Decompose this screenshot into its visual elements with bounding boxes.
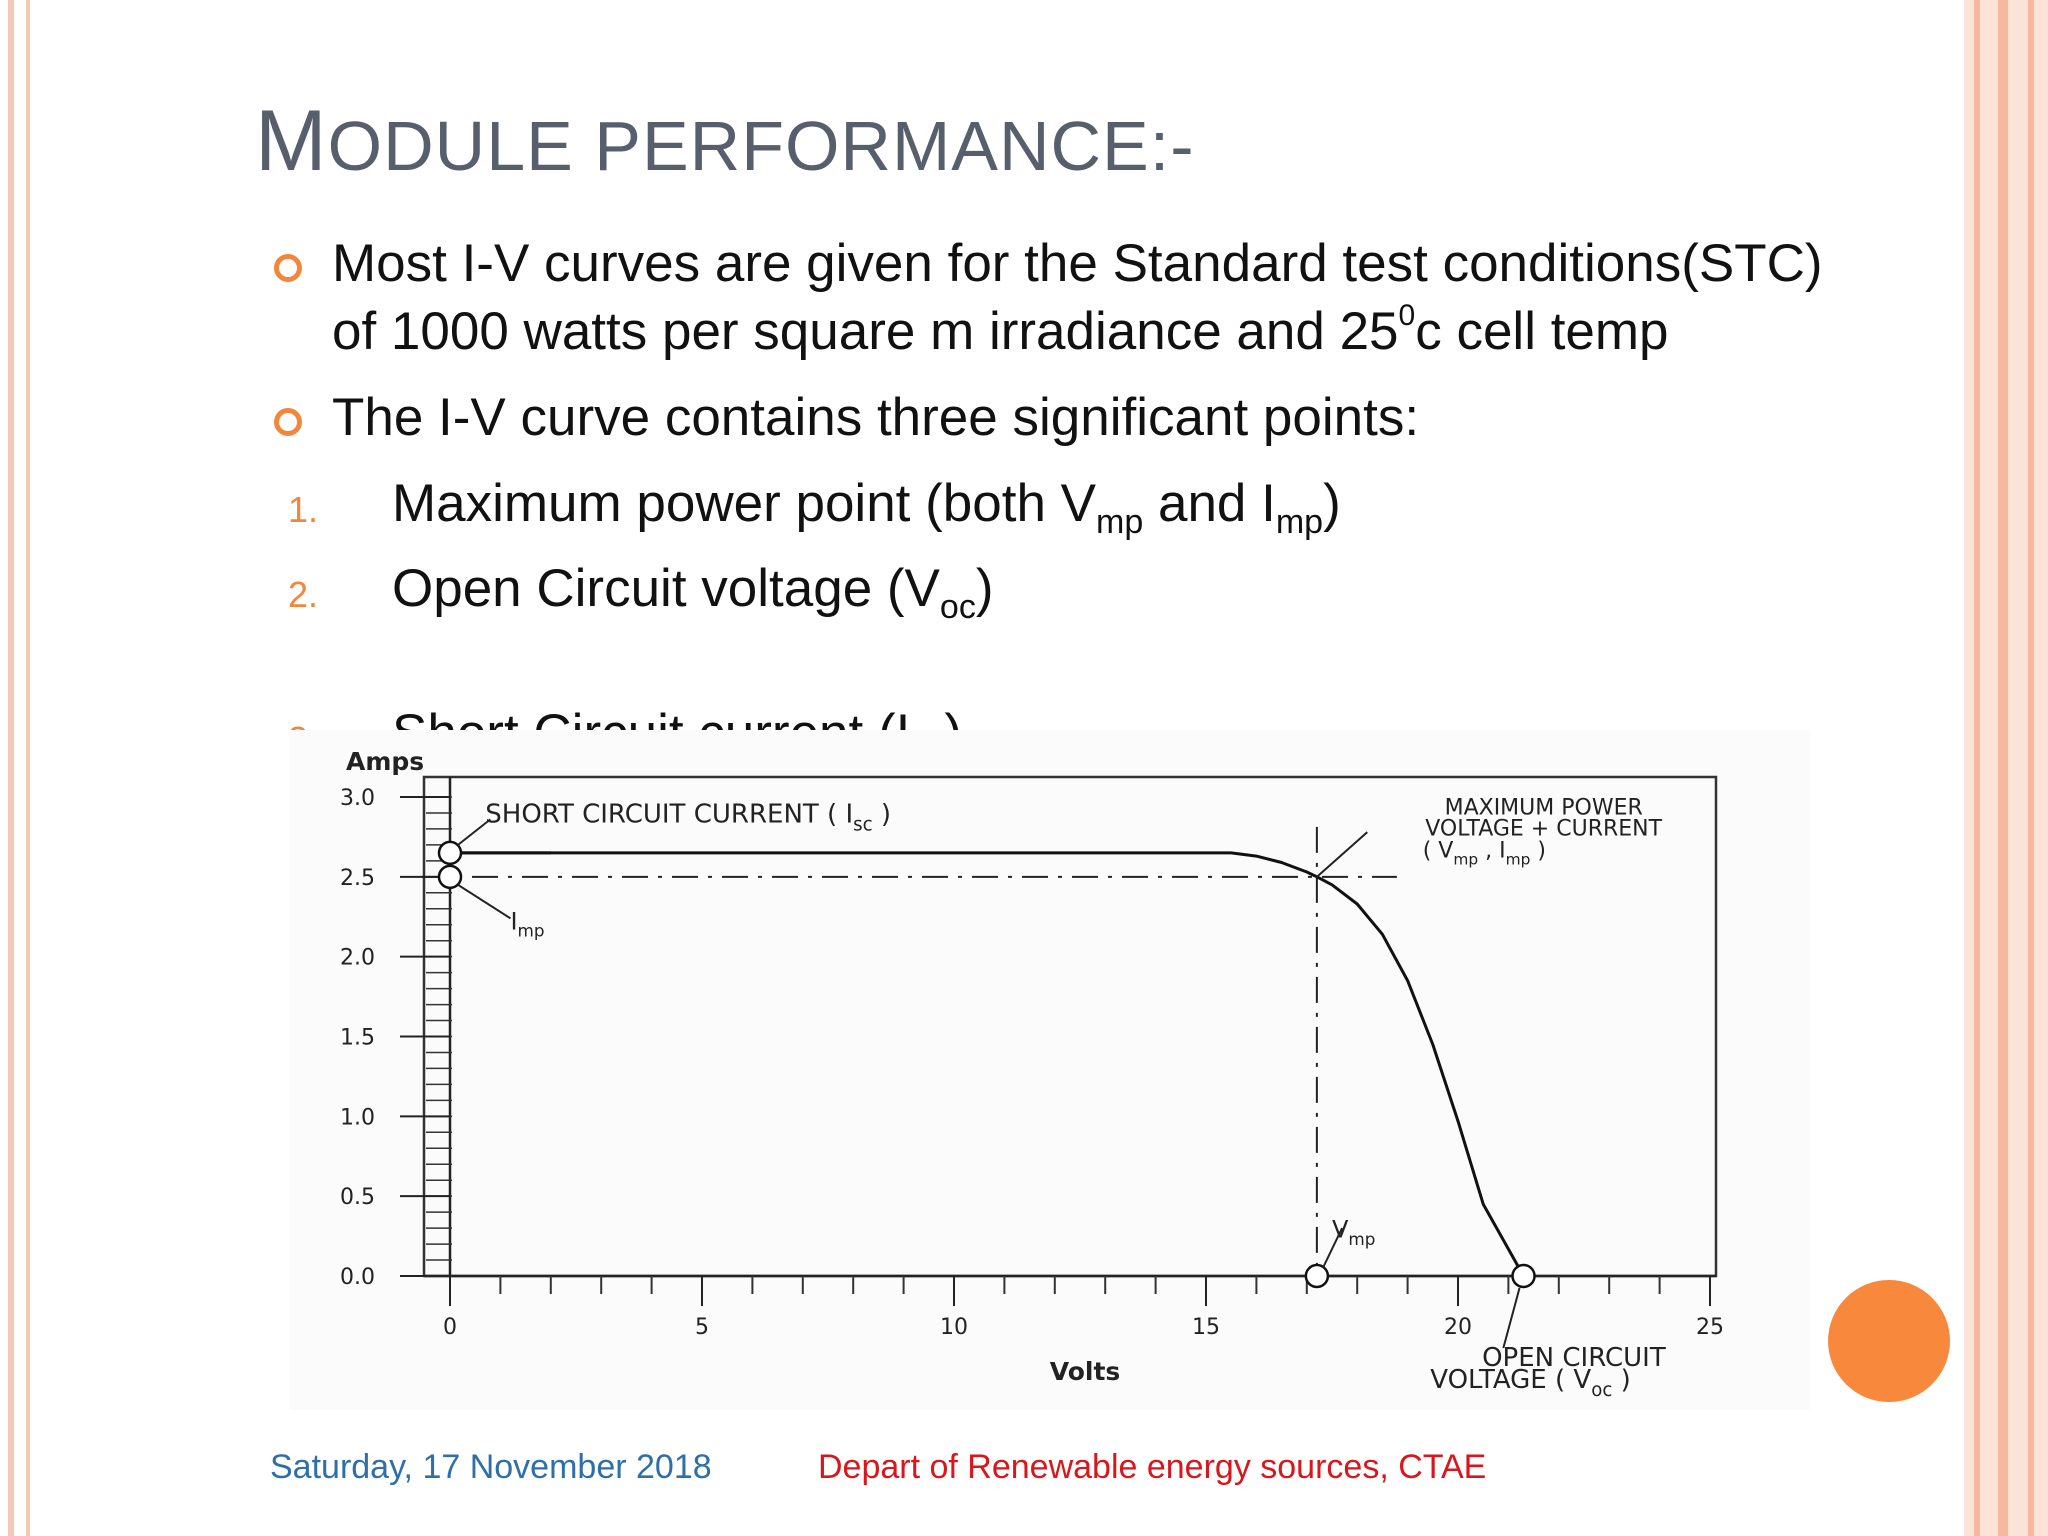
x-tick-label: 5 — [695, 1315, 709, 1340]
y-tick-label: 1.5 — [340, 1026, 375, 1051]
x-tick-label: 25 — [1696, 1315, 1724, 1340]
mpp-annotation-line3: ( Vmp , Imp ) — [1423, 839, 1546, 869]
iv-curve-line — [450, 851, 1525, 1277]
slide-title: MODULE PERFORMANCE:- — [255, 93, 1195, 189]
imp-marker — [437, 864, 463, 890]
x-tick-label: 15 — [1192, 1315, 1220, 1340]
voc-marker — [1511, 1263, 1536, 1289]
footer-date: Saturday, 17 November 2018 — [270, 1448, 712, 1486]
y-tick-label: 3.0 — [340, 786, 375, 811]
x-axis-label: Volts — [1050, 1357, 1121, 1386]
iv-curve-chart: 0.0 0.5 1.0 1.5 2.0 2.5 3.0 0 5 10 15 20 25 Amps Volts… — [290, 730, 1810, 1410]
x-tick-label: 0 — [443, 1315, 457, 1340]
voc-annotation-line2: VOLTAGE ( Voc ) — [1430, 1365, 1631, 1401]
isc-marker — [437, 840, 463, 866]
footer-department: Depart of Renewable energy sources, CTAE — [818, 1448, 1487, 1486]
imp-leader — [457, 883, 512, 920]
mpp-leader — [1316, 831, 1368, 878]
iv-curve-svg: 0.0 0.5 1.0 1.5 2.0 2.5 3.0 0 5 10 15 20 25 Amps Volts… — [340, 747, 1724, 1401]
imp-annotation: Imp — [510, 908, 544, 941]
y-tick-label: 0.0 — [340, 1265, 375, 1290]
decorative-orange-circle — [1828, 1280, 1950, 1402]
vmp-leader — [1321, 1227, 1343, 1269]
isc-annotation: SHORT CIRCUIT CURRENT ( Isc ) — [485, 800, 891, 836]
vmp-marker — [1304, 1263, 1330, 1289]
bullet-points: The I-V curve contains three significant… — [270, 384, 1830, 452]
y-tick-label: 2.5 — [340, 866, 375, 891]
bullet-stc: Most I-V curves are given for the Standa… — [270, 230, 1830, 366]
bullet-list: Most I-V curves are given for the Standa… — [270, 230, 1830, 640]
isc-leader — [457, 818, 491, 846]
vmp-annotation: Vmp — [1332, 1216, 1375, 1249]
y-axis-label: Amps — [346, 747, 424, 776]
y-tick-label: 2.0 — [340, 946, 375, 971]
voc-annotation-line1: OPEN CIRCUIT — [1482, 1343, 1666, 1373]
bullet-ring-icon — [274, 408, 302, 436]
mpp-annotation-line2: VOLTAGE + CURRENT — [1425, 816, 1662, 841]
numbered-item-mpp: 1. Maximum power point (both Vmp and Imp… — [288, 474, 1341, 541]
bullet-ring-icon — [274, 254, 302, 282]
numbered-item-voc: 2. Open Circuit voltage (Voc) — [288, 559, 994, 626]
y-tick-label: 1.0 — [340, 1105, 375, 1130]
right-border — [1964, 0, 2048, 1536]
y-tick-label: 0.5 — [340, 1185, 375, 1210]
mpp-annotation-line1: MAXIMUM POWER — [1445, 796, 1643, 821]
x-tick-label: 10 — [940, 1315, 968, 1340]
x-tick-label: 20 — [1444, 1315, 1472, 1340]
left-border — [0, 0, 30, 1536]
voc-leader — [1502, 1287, 1521, 1349]
